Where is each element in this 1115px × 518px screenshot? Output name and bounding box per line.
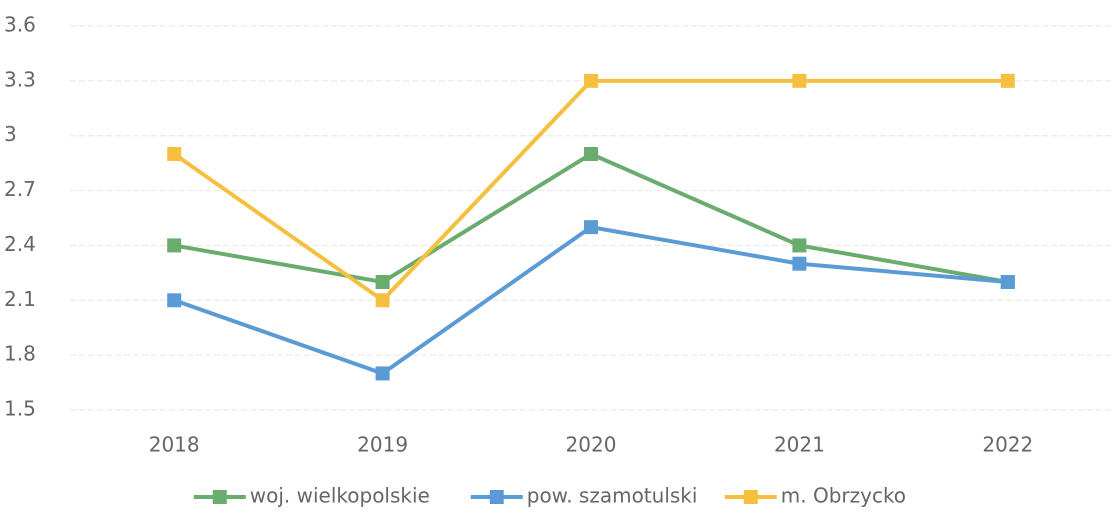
y-tick-label: 3.6	[4, 13, 36, 37]
point-marker	[584, 73, 598, 88]
point-marker	[375, 366, 390, 381]
point-marker	[584, 147, 598, 161]
legend-label: pow. szamotulski	[527, 484, 698, 508]
point-marker	[792, 73, 807, 88]
x-tick-label: 2021	[774, 433, 825, 457]
x-tick-label: 2020	[566, 433, 617, 457]
legend-marker	[489, 490, 504, 504]
point-marker	[584, 220, 598, 235]
point-marker	[1000, 275, 1015, 289]
point-marker	[792, 238, 807, 253]
x-tick-label: 2019	[357, 433, 408, 457]
y-tick-label: 2.1	[4, 287, 36, 311]
legend-marker	[743, 490, 758, 504]
point-marker	[167, 147, 182, 161]
legend-label: woj. wielkopolskie	[250, 484, 430, 508]
x-tick-label: 2018	[149, 433, 200, 457]
y-tick-label: 1.8	[4, 342, 36, 366]
point-marker	[1000, 73, 1015, 88]
series-line	[173, 151, 1009, 285]
y-tick-label: 2.4	[4, 232, 36, 256]
legend-marker	[212, 490, 227, 504]
point-marker	[167, 238, 182, 253]
point-marker	[792, 256, 807, 271]
point-marker	[375, 293, 390, 308]
point-marker	[375, 275, 390, 289]
y-tick-label: 2.7	[4, 177, 36, 201]
point-marker	[167, 293, 182, 308]
y-tick-label: 1.5	[4, 397, 36, 421]
y-tick-label: 3	[4, 122, 17, 146]
legend-label: m. Obrzycko	[781, 484, 906, 508]
x-tick-label: 2022	[982, 433, 1033, 457]
y-tick-label: 3.3	[4, 67, 36, 91]
